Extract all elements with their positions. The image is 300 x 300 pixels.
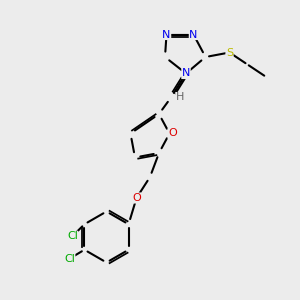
Text: Cl: Cl	[67, 231, 78, 241]
Text: H: H	[176, 92, 184, 103]
Text: N: N	[162, 29, 171, 40]
Text: Cl: Cl	[64, 254, 75, 264]
Text: O: O	[132, 193, 141, 203]
Text: N: N	[189, 29, 198, 40]
Text: N: N	[182, 68, 190, 79]
Text: O: O	[168, 128, 177, 139]
Text: S: S	[226, 47, 233, 58]
